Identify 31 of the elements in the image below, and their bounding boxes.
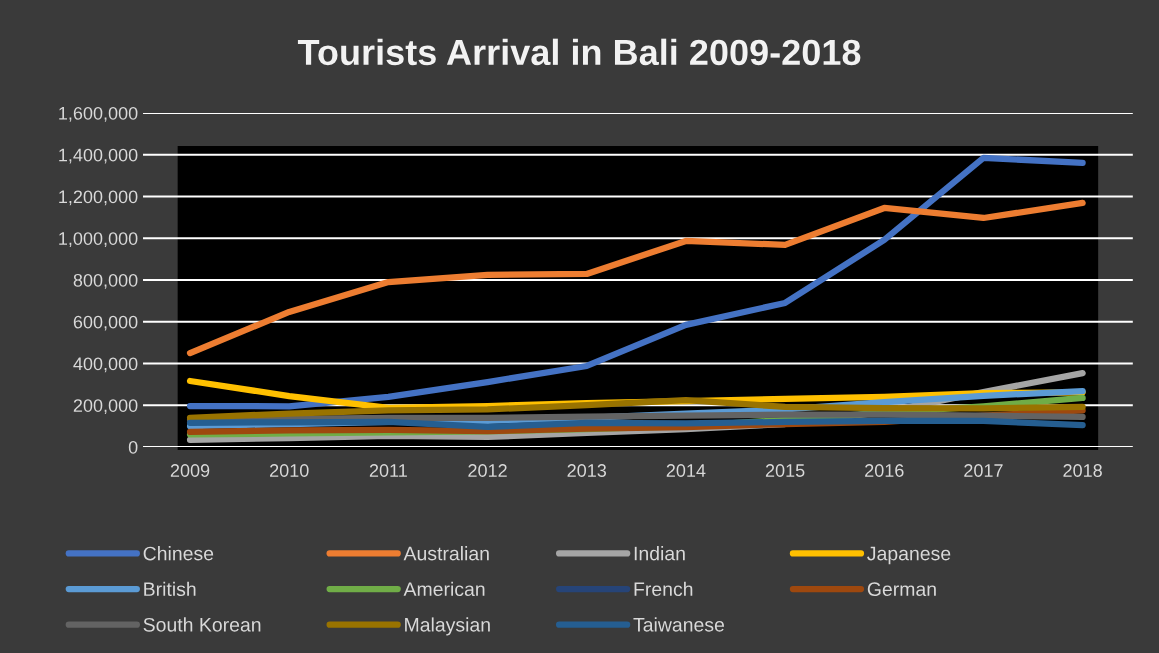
y-tick-label: 200,000: [73, 399, 138, 415]
y-tick-label: 400,000: [73, 357, 138, 373]
x-tick-label: 2012: [468, 464, 507, 477]
x-tick-label: 2014: [666, 464, 706, 477]
y-tick-label: 1,200,000: [59, 190, 138, 206]
legend-label: Chinese: [143, 546, 214, 561]
x-tick-label: 2018: [1063, 464, 1102, 477]
x-tick-label: 2015: [765, 464, 805, 477]
legend-label: Japanese: [867, 546, 951, 565]
legend-label: American: [403, 581, 485, 597]
legend-label: Taiwanese: [633, 617, 725, 632]
y-tick-label: 1,000,000: [59, 232, 138, 248]
legend-label: Malaysian: [405, 617, 490, 636]
legend-label: British: [144, 581, 196, 597]
x-tick-label: 2011: [369, 464, 407, 477]
x-tick-label: 2009: [170, 464, 210, 477]
y-tick-label: 800,000: [73, 273, 138, 289]
x-tick-label: 2016: [865, 464, 904, 477]
y-tick-label: 1,400,000: [59, 148, 138, 164]
x-tick-label: 2013: [567, 464, 607, 477]
y-tick-label: 600,000: [73, 315, 138, 331]
legend-label: Indian: [634, 546, 685, 561]
x-tick-label: 2017: [964, 464, 1003, 477]
legend-label: German: [867, 582, 936, 597]
y-tick-label: 1,600,000: [59, 106, 138, 122]
legend-label: Australian: [403, 546, 489, 561]
legend-label: South Korean: [143, 617, 261, 632]
chart-title: Tourists Arrival in Bali 2009-2018: [297, 38, 861, 66]
x-tick-label: 2010: [270, 464, 309, 477]
legend-label: French: [634, 581, 693, 597]
y-tick-label: 0: [128, 440, 138, 454]
